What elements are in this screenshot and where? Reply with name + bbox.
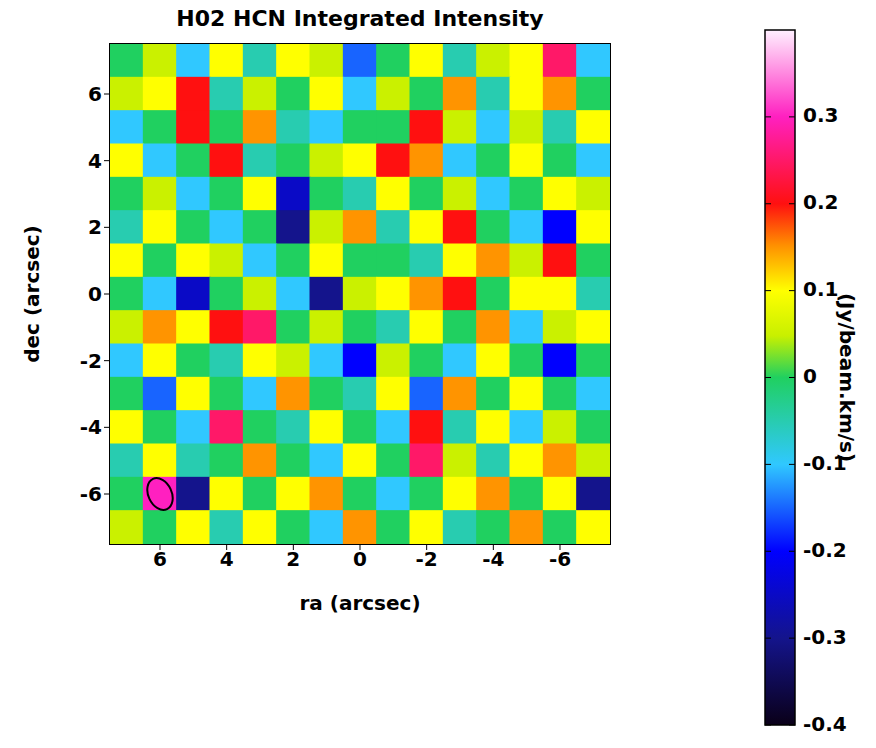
svg-text:4: 4 [88,149,102,173]
svg-text:ra (arcsec): ra (arcsec) [299,591,420,615]
svg-text:0.2: 0.2 [803,190,838,214]
svg-text:-0.3: -0.3 [803,625,847,649]
svg-text:-4: -4 [80,415,102,439]
svg-text:0: 0 [803,364,817,388]
svg-text:6: 6 [153,547,167,571]
svg-text:0: 0 [353,547,367,571]
svg-text:2: 2 [88,215,102,239]
svg-text:-4: -4 [482,547,504,571]
svg-text:-6: -6 [549,547,571,571]
svg-text:-0.4: -0.4 [803,712,847,736]
svg-text:0.1: 0.1 [803,277,838,301]
svg-text:0.3: 0.3 [803,103,838,127]
svg-text:-0.1: -0.1 [803,450,847,475]
html-text:H02 HCN Integrated Intensity: H02 HCN Integrated Intensity [176,6,544,31]
svg-text:0: 0 [88,282,102,306]
svg-text:4: 4 [220,547,234,571]
svg-text:dec (arcsec): dec (arcsec) [20,225,44,363]
svg-text:-6: -6 [80,482,102,506]
svg-text:-0.2: -0.2 [803,538,847,562]
svg-text:-2: -2 [416,547,438,571]
svg-text:6: 6 [88,82,102,106]
svg-text:-2: -2 [80,349,102,373]
svg-text:2: 2 [286,547,300,571]
svg-text:(Jy/beam.km/s): (Jy/beam.km/s) [835,293,859,462]
